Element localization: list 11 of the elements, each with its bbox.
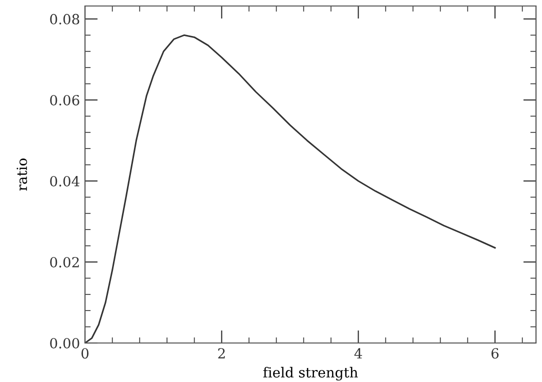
y-tick-label: 0.02 (50, 256, 79, 268)
x-tick-label: 2 (218, 348, 225, 358)
y-tick-label: 0.08 (50, 14, 80, 24)
y-axis-title: ratio (16, 158, 28, 191)
x-tick-label: 0 (81, 348, 88, 359)
x-axis-title: field strength (263, 366, 358, 380)
y-tick-label: 0.00 (50, 338, 80, 348)
y-tick-label: 0.06 (50, 94, 80, 106)
x-tick-label: 4 (354, 348, 362, 358)
y-tick-label: 0.04 (50, 176, 80, 186)
x-tick-label: 6 (492, 348, 499, 359)
